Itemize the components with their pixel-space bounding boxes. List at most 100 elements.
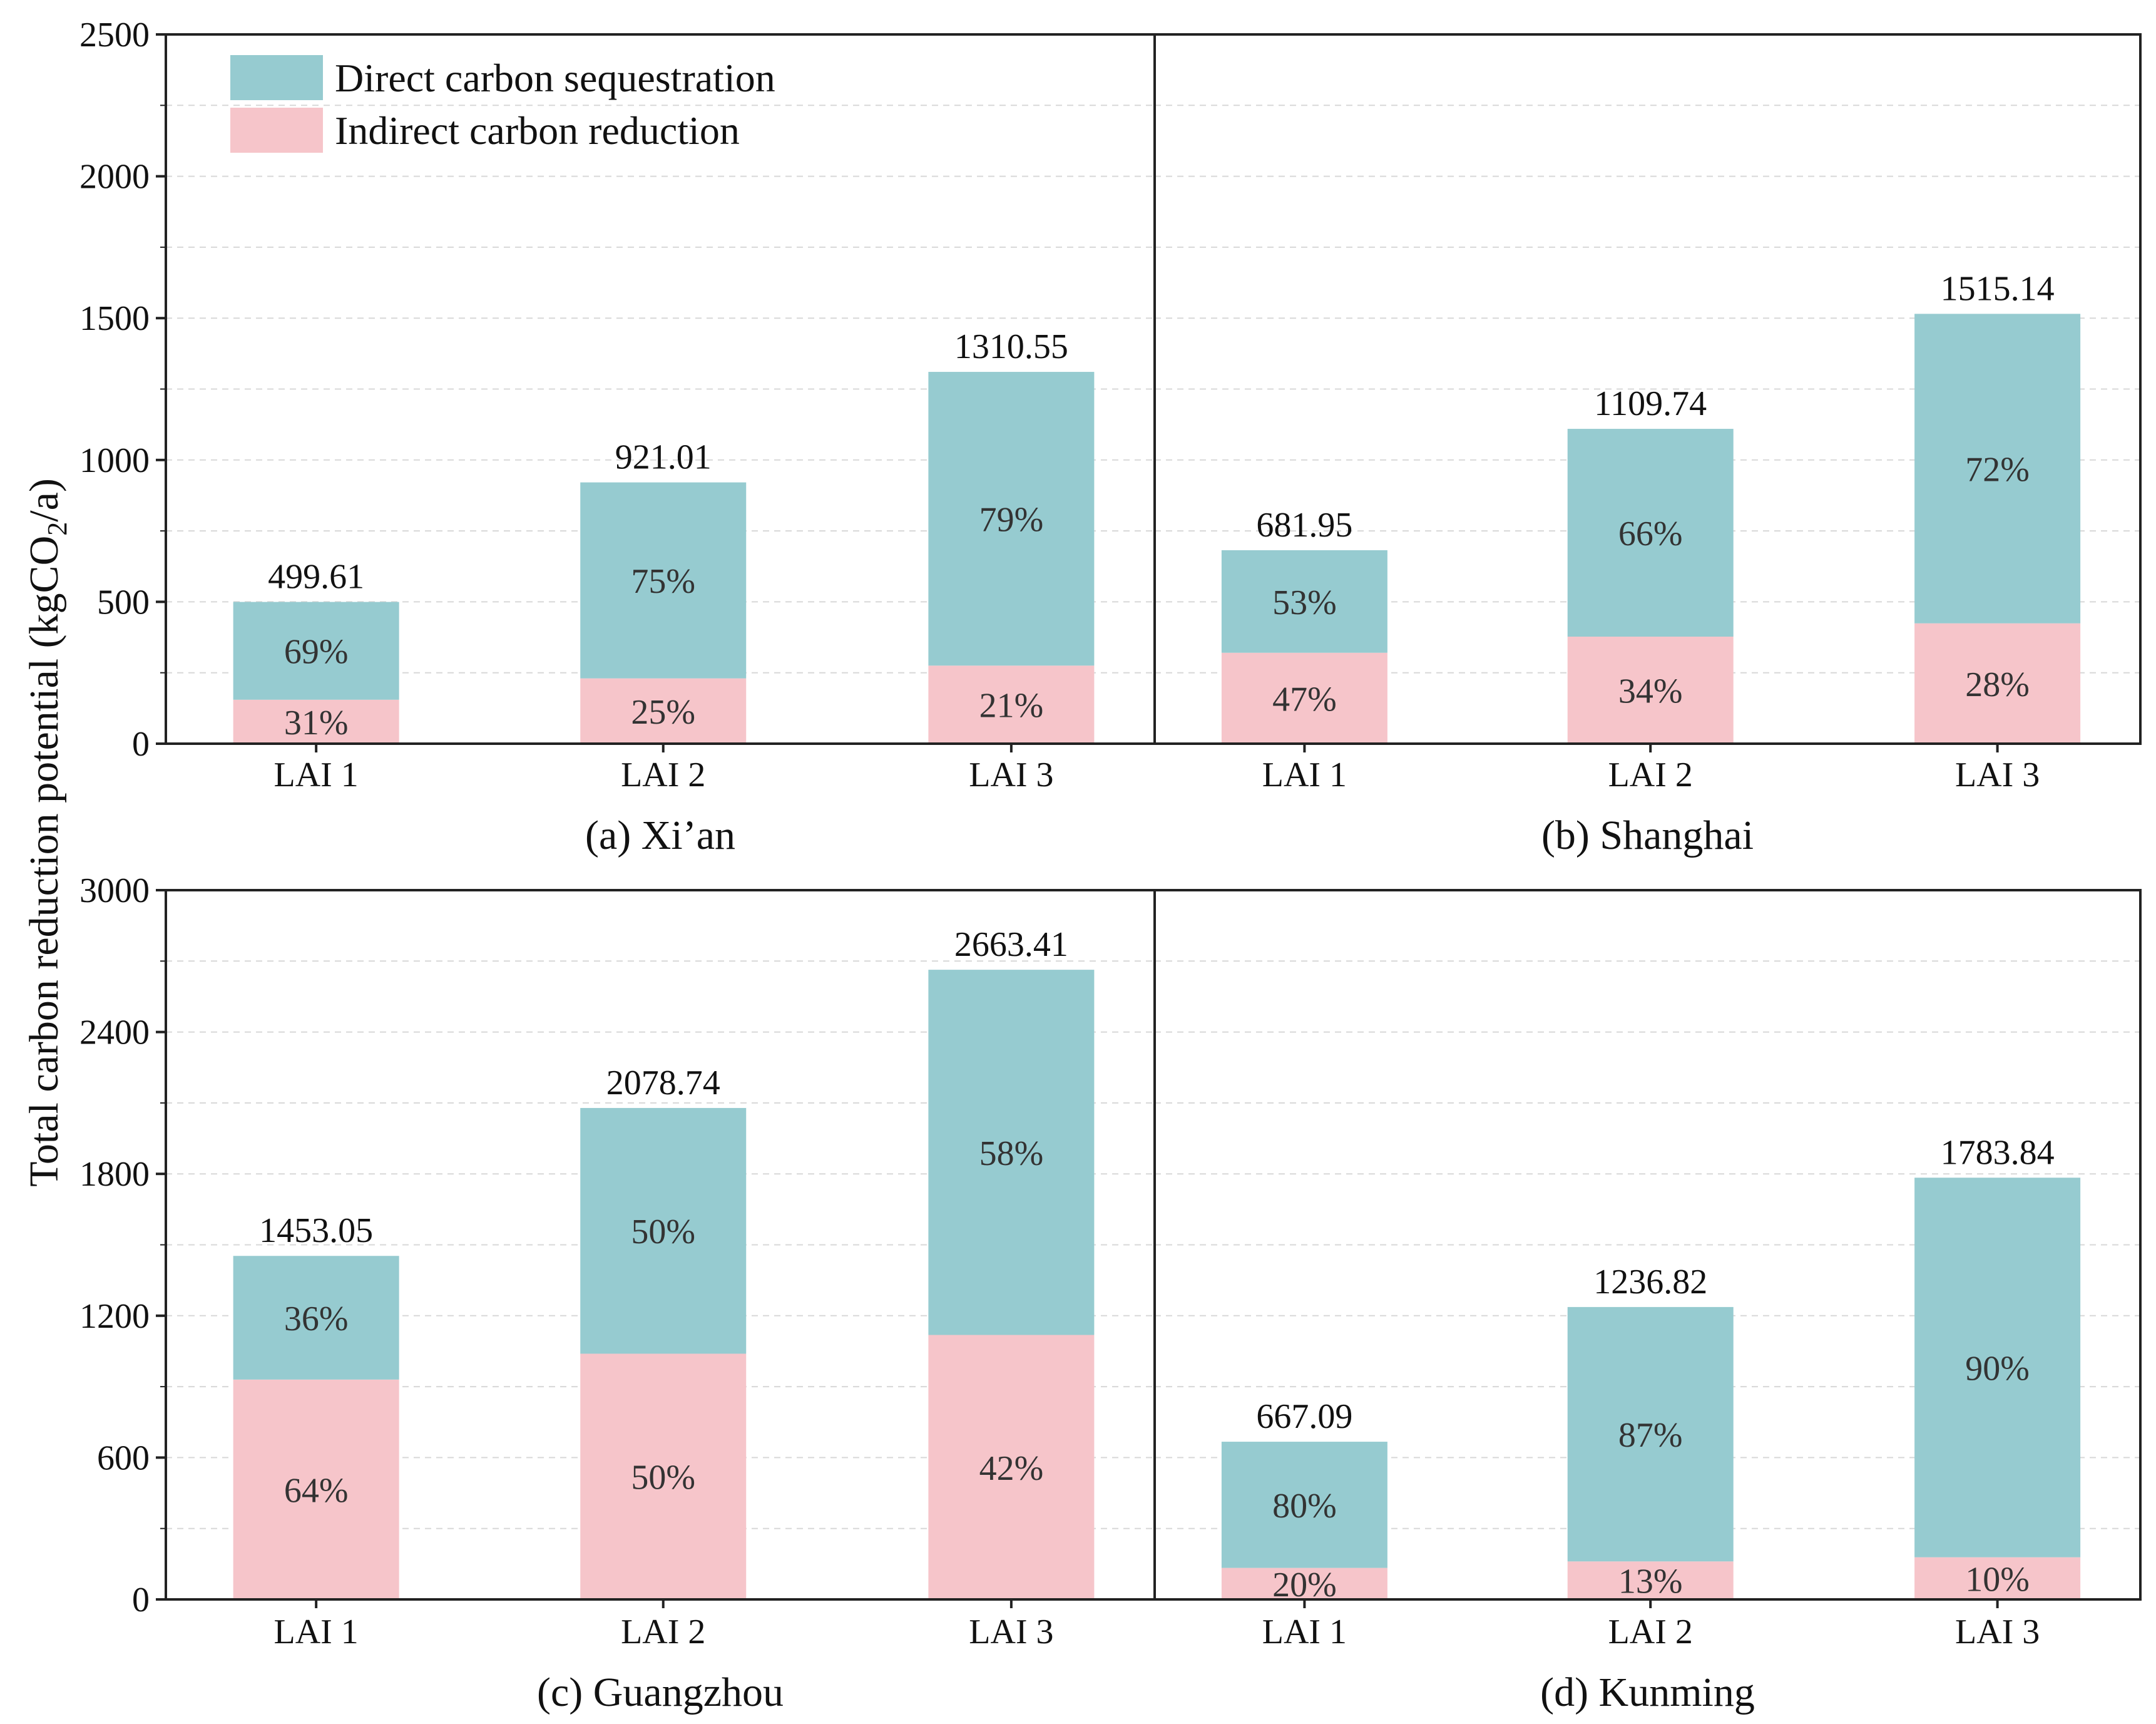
plot-frame <box>1153 889 2142 1601</box>
bar-indirect <box>1914 623 2081 744</box>
x-tick-label: LAI 3 <box>969 1613 1053 1651</box>
indirect-share-label: 13% <box>1618 1562 1683 1601</box>
y-tick-label: 1800 <box>79 1155 150 1194</box>
direct-share-label: 80% <box>1272 1487 1337 1526</box>
indirect-share-label: 21% <box>979 687 1044 726</box>
y-axis-label: Total carbon reduction potential (kgCO2/… <box>21 478 73 1187</box>
legend-swatch-direct <box>230 55 323 100</box>
x-tick-label: LAI 2 <box>621 1613 705 1651</box>
total-value-label: 681.95 <box>1256 506 1352 545</box>
indirect-share-label: 28% <box>1965 665 2030 704</box>
x-tick-label: LAI 2 <box>1608 1613 1693 1651</box>
x-tick-label: LAI 3 <box>969 756 1053 794</box>
total-value-label: 2663.41 <box>954 925 1068 964</box>
x-tick-label: LAI 2 <box>1608 756 1693 794</box>
bar-indirect <box>1221 652 1387 744</box>
x-tick-label: LAI 2 <box>621 756 705 794</box>
bar-indirect <box>580 1353 747 1599</box>
panel-4: 667.09 80% 20% LAI 1 1236.82 87% 13% LAI 2 1783.… <box>1153 889 2142 1715</box>
y-tick-label: 1200 <box>79 1297 150 1336</box>
total-value-label: 2078.74 <box>606 1064 720 1102</box>
panel-title: (a) Xi’an <box>585 813 735 858</box>
total-value-label: 921.01 <box>615 438 712 477</box>
bar-direct <box>580 482 747 679</box>
bar-indirect <box>1221 1568 1387 1599</box>
x-tick-label: LAI 1 <box>1262 1613 1347 1651</box>
total-value-label: 1453.05 <box>259 1211 373 1250</box>
bar-indirect <box>580 678 747 744</box>
bar-direct <box>1567 1306 1734 1562</box>
bar-indirect <box>1567 637 1734 744</box>
indirect-share-label: 25% <box>631 693 695 732</box>
x-tick-label: LAI 1 <box>1262 756 1347 794</box>
bar-direct <box>1914 1178 2081 1557</box>
bar-indirect <box>233 699 399 744</box>
panel-2: 681.95 53% 47% LAI 1 1109.74 66% 34% LAI 2 1515.… <box>1153 33 2142 858</box>
bar-direct <box>233 602 399 700</box>
total-value-label: 1783.84 <box>1941 1133 2055 1172</box>
indirect-share-label: 20% <box>1272 1566 1337 1604</box>
y-tick-label: 2000 <box>79 158 150 197</box>
panel-title: (b) Shanghai <box>1541 813 1754 858</box>
direct-share-label: 66% <box>1618 515 1683 553</box>
panel-3: 1453.05 36% 64% LAI 1 2078.74 50% 50% LAI 2 2663… <box>79 871 1156 1715</box>
indirect-share-label: 10% <box>1965 1560 2030 1599</box>
bar-indirect <box>233 1379 399 1599</box>
indirect-share-label: 42% <box>979 1449 1044 1488</box>
x-tick-label: LAI 1 <box>274 756 359 794</box>
bar-direct <box>1221 1442 1387 1568</box>
y-axis-label-subscript: 2 <box>42 522 73 536</box>
direct-share-label: 72% <box>1965 451 2030 490</box>
legend-label-direct: Direct carbon sequestration <box>335 56 775 100</box>
bar-direct <box>1221 550 1387 653</box>
direct-share-label: 90% <box>1965 1349 2030 1388</box>
legend-label-indirect: Indirect carbon reduction <box>335 108 740 153</box>
indirect-share-label: 31% <box>284 704 349 742</box>
indirect-share-label: 34% <box>1618 672 1683 711</box>
bar-direct <box>1567 429 1734 637</box>
total-value-label: 1310.55 <box>954 327 1068 366</box>
bar-indirect <box>928 665 1095 744</box>
bar-indirect <box>928 1335 1095 1599</box>
y-tick-label: 2500 <box>79 16 150 54</box>
direct-share-label: 87% <box>1618 1416 1683 1455</box>
y-tick-label: 1000 <box>79 441 150 480</box>
legend: Direct carbon sequestration Indirect car… <box>230 55 775 153</box>
total-value-label: 1515.14 <box>1941 269 2055 308</box>
total-value-label: 499.61 <box>268 558 364 597</box>
y-tick-label: 3000 <box>79 871 150 910</box>
x-tick-label: LAI 1 <box>274 1613 359 1651</box>
bar-indirect <box>1567 1561 1734 1599</box>
y-tick-label: 0 <box>132 725 150 764</box>
indirect-share-label: 64% <box>284 1471 349 1510</box>
direct-share-label: 36% <box>284 1300 349 1338</box>
total-value-label: 667.09 <box>1256 1397 1352 1436</box>
y-tick-label: 2400 <box>79 1013 150 1052</box>
indirect-share-label: 47% <box>1272 680 1337 719</box>
panel-title: (c) Guangzhou <box>537 1670 784 1715</box>
direct-share-label: 53% <box>1272 583 1337 622</box>
direct-share-label: 58% <box>979 1134 1044 1173</box>
x-tick-label: LAI 3 <box>1955 756 2040 794</box>
chart-root: 499.61 69% 31% LAI 1 921.01 75% 25% LAI 2 1310.5… <box>79 16 2142 1715</box>
plot-frame <box>1153 33 2142 745</box>
indirect-share-label: 50% <box>631 1459 695 1497</box>
bar-direct <box>928 372 1095 666</box>
direct-share-label: 69% <box>284 633 349 672</box>
y-axis-label-unit: /a) <box>21 478 67 522</box>
bar-direct <box>233 1256 399 1380</box>
y-tick-label: 0 <box>132 1581 150 1619</box>
bar-indirect <box>1914 1557 2081 1599</box>
bar-direct <box>580 1107 747 1354</box>
panel-title: (d) Kunming <box>1540 1670 1755 1715</box>
total-value-label: 1236.82 <box>1593 1263 1707 1301</box>
x-tick-label: LAI 3 <box>1955 1613 2040 1651</box>
y-tick-label: 500 <box>97 583 150 622</box>
bar-direct <box>1914 314 2081 623</box>
y-tick-label: 1500 <box>79 299 150 338</box>
total-value-label: 1109.74 <box>1594 384 1707 423</box>
y-tick-label: 600 <box>97 1439 150 1477</box>
panel-1: 499.61 69% 31% LAI 1 921.01 75% 25% LAI 2 1310.5… <box>79 16 1156 858</box>
y-axis-label-main: Total carbon reduction potential (kgCO <box>21 536 67 1187</box>
